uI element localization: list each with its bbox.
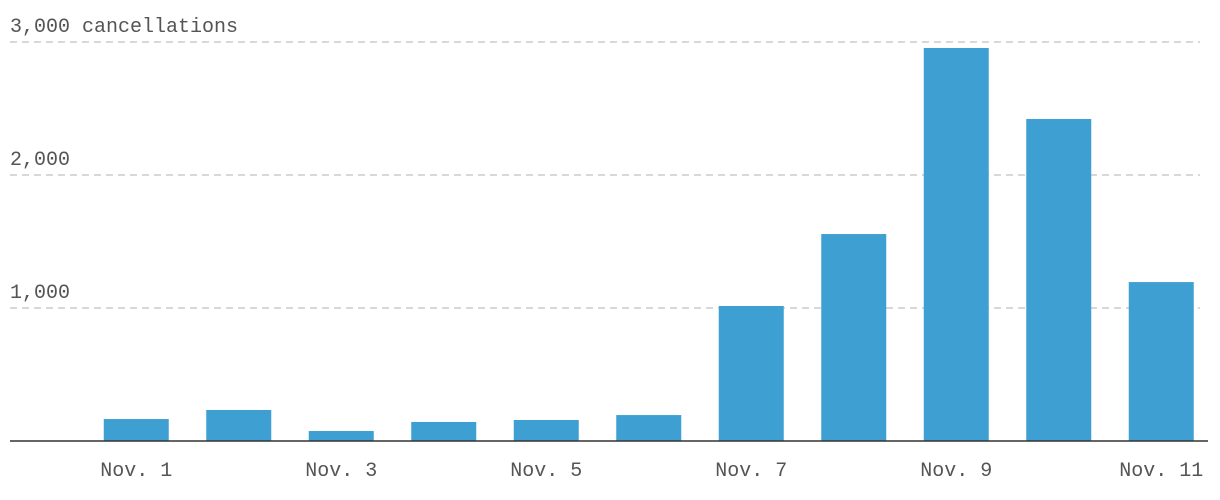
bar <box>1128 282 1194 441</box>
bar <box>821 234 887 441</box>
y-tick-label: 2,000 <box>10 149 70 172</box>
x-tick-label: Nov. 11 <box>1119 460 1203 483</box>
bar <box>308 431 374 441</box>
x-tick-label: Nov. 7 <box>715 460 787 483</box>
bar <box>616 415 682 441</box>
bar <box>718 306 784 441</box>
y-tick-label: 3,000 cancellations <box>10 16 238 39</box>
bar <box>206 410 272 441</box>
bar <box>103 419 169 441</box>
bar <box>411 421 477 441</box>
x-tick-label: Nov. 9 <box>920 460 992 483</box>
x-tick-label: Nov. 1 <box>100 460 172 483</box>
y-tick-label: 1,000 <box>10 282 70 305</box>
bar <box>513 419 579 441</box>
x-tick-label: Nov. 5 <box>510 460 582 483</box>
bar <box>1026 119 1092 441</box>
bar <box>923 47 989 442</box>
x-tick-label: Nov. 3 <box>305 460 377 483</box>
